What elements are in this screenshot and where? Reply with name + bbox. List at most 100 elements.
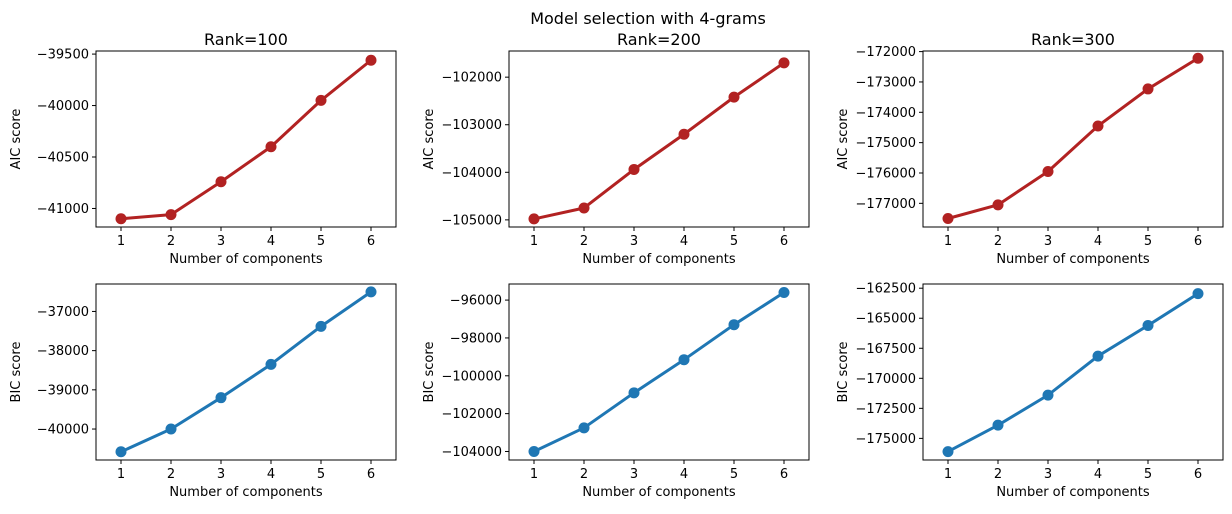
data-point bbox=[678, 354, 690, 366]
data-point bbox=[1192, 52, 1204, 64]
data-point bbox=[165, 423, 177, 435]
data-point bbox=[1142, 319, 1154, 331]
y-tick-label: −40000 bbox=[37, 99, 89, 114]
y-tick-label: −39000 bbox=[37, 383, 89, 398]
chart-panel: Rank=100 1 2 3 4 5 6 −41000 −40500 −40000 −39500 Nu… bbox=[9, 30, 397, 267]
axes-frame bbox=[922, 50, 1224, 228]
axes-frame bbox=[95, 50, 397, 228]
x-tick-label: 4 bbox=[680, 467, 688, 482]
y-axis-label: BIC score bbox=[422, 342, 437, 403]
data-point bbox=[728, 91, 740, 103]
x-axis-label: Number of components bbox=[996, 252, 1150, 267]
data-point bbox=[115, 446, 127, 458]
x-tick-label: 3 bbox=[1044, 467, 1052, 482]
series-line bbox=[533, 61, 785, 221]
series-line bbox=[120, 290, 372, 454]
y-tick-label: −40500 bbox=[37, 151, 89, 166]
data-point bbox=[215, 392, 227, 404]
x-tick-label: 2 bbox=[580, 467, 588, 482]
data-point bbox=[1092, 120, 1104, 132]
x-tick-label: 5 bbox=[730, 467, 738, 482]
x-tick-label: 3 bbox=[1044, 234, 1052, 249]
y-axis-label: AIC score bbox=[9, 109, 24, 170]
y-tick-label: −105000 bbox=[441, 213, 502, 228]
x-tick-label: 1 bbox=[530, 467, 538, 482]
y-axis-label: BIC score bbox=[836, 342, 851, 403]
data-point bbox=[628, 387, 640, 399]
x-tick-label: 4 bbox=[267, 467, 275, 482]
data-point bbox=[1092, 350, 1104, 362]
data-point bbox=[315, 320, 327, 332]
panel-title: Rank=100 bbox=[204, 30, 288, 49]
data-point bbox=[992, 419, 1004, 431]
y-tick-label: −38000 bbox=[37, 344, 89, 359]
x-tick-label: 6 bbox=[367, 234, 375, 249]
x-tick-label: 6 bbox=[780, 467, 788, 482]
y-tick-label: −41000 bbox=[37, 202, 89, 217]
data-point bbox=[315, 94, 327, 106]
data-point bbox=[1042, 165, 1054, 177]
y-tick-label: −39500 bbox=[37, 48, 89, 63]
y-tick-label: −167500 bbox=[855, 342, 916, 357]
x-axis-label: Number of components bbox=[169, 485, 323, 500]
x-tick-label: 1 bbox=[117, 234, 125, 249]
x-tick-label: 6 bbox=[367, 467, 375, 482]
data-point bbox=[778, 57, 790, 69]
data-point bbox=[578, 202, 590, 214]
data-point bbox=[992, 199, 1004, 211]
x-tick-label: 3 bbox=[217, 234, 225, 249]
chart-panel: 1 2 3 4 5 6 −40000 −39000 −38000 −37000 Number of … bbox=[9, 283, 397, 500]
axes-frame bbox=[508, 283, 810, 461]
x-tick-label: 4 bbox=[1094, 234, 1102, 249]
x-tick-label: 3 bbox=[630, 234, 638, 249]
data-point bbox=[1042, 389, 1054, 401]
data-point bbox=[778, 287, 790, 299]
x-tick-label: 6 bbox=[1194, 467, 1202, 482]
x-tick-label: 1 bbox=[530, 234, 538, 249]
panel-title: Rank=200 bbox=[617, 30, 701, 49]
y-tick-label: −102000 bbox=[441, 71, 502, 86]
axes-frame bbox=[508, 50, 810, 228]
y-tick-label: −37000 bbox=[37, 305, 89, 320]
x-tick-label: 3 bbox=[630, 467, 638, 482]
x-tick-label: 2 bbox=[167, 467, 175, 482]
data-point bbox=[1142, 83, 1154, 95]
data-point bbox=[165, 209, 177, 221]
y-tick-label: −174000 bbox=[855, 106, 916, 121]
y-tick-label: −173000 bbox=[855, 75, 916, 90]
y-axis-label: AIC score bbox=[422, 109, 437, 170]
x-tick-label: 4 bbox=[680, 234, 688, 249]
panels: Rank=100 1 2 3 4 5 6 −41000 −40500 −40000 −39500 Nu… bbox=[9, 30, 1224, 500]
data-point bbox=[265, 358, 277, 370]
data-point bbox=[628, 163, 640, 175]
x-axis-label: Number of components bbox=[582, 485, 736, 500]
y-tick-label: −175000 bbox=[855, 136, 916, 151]
chart-panel: Rank=300 1 2 3 4 5 6 −177000 −176000 −175000 −1740… bbox=[836, 30, 1224, 267]
y-tick-label: −104000 bbox=[441, 166, 502, 181]
x-axis-label: Number of components bbox=[169, 252, 323, 267]
x-tick-label: 5 bbox=[1144, 234, 1152, 249]
data-point bbox=[215, 176, 227, 188]
y-tick-label: −96000 bbox=[450, 294, 502, 309]
x-tick-label: 1 bbox=[117, 467, 125, 482]
y-tick-label: −104000 bbox=[441, 445, 502, 460]
series-line bbox=[120, 59, 372, 221]
data-point bbox=[1192, 288, 1204, 300]
x-tick-label: 4 bbox=[1094, 467, 1102, 482]
chart-panel: 1 2 3 4 5 6 −175000 −172500 −170000 −167500 −16500… bbox=[836, 282, 1224, 500]
y-tick-label: −170000 bbox=[855, 372, 916, 387]
y-axis-label: BIC score bbox=[9, 342, 24, 403]
y-tick-label: −172000 bbox=[855, 45, 916, 60]
x-axis-label: Number of components bbox=[996, 485, 1150, 500]
data-point bbox=[365, 286, 377, 298]
data-point bbox=[115, 213, 127, 225]
y-tick-label: −103000 bbox=[441, 118, 502, 133]
x-tick-label: 2 bbox=[167, 234, 175, 249]
y-tick-label: −177000 bbox=[855, 197, 916, 212]
x-tick-label: 1 bbox=[944, 234, 952, 249]
x-tick-label: 5 bbox=[317, 467, 325, 482]
data-point bbox=[265, 141, 277, 153]
series-line bbox=[533, 291, 785, 453]
chart-panel: Rank=200 1 2 3 4 5 6 −105000 −104000 −103000 −1020… bbox=[422, 30, 810, 267]
